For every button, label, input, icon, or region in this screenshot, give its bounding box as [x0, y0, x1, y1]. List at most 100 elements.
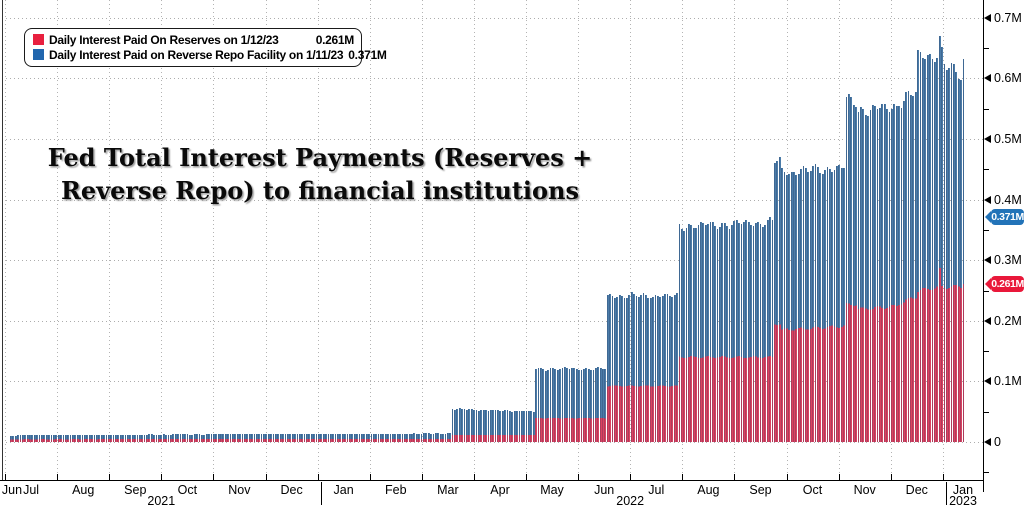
stacked-daily-bar: [726, 226, 729, 442]
x-axis-month-label: Dec: [905, 483, 928, 497]
v-gridline: [213, 0, 215, 480]
stacked-daily-bar: [902, 100, 905, 442]
stacked-daily-bar: [654, 295, 657, 442]
stacked-daily-bar: [392, 433, 394, 442]
stacked-daily-bar: [368, 433, 370, 442]
y-axis-line: [983, 0, 984, 492]
stacked-daily-bar: [910, 94, 912, 442]
stacked-daily-bar: [895, 105, 898, 442]
x-month-tick: [109, 474, 111, 481]
stacked-daily-bar: [198, 434, 201, 442]
stacked-daily-bar: [692, 227, 695, 442]
stacked-daily-bar: [212, 434, 215, 442]
stacked-daily-bar: [888, 112, 891, 442]
stacked-daily-bar: [351, 433, 354, 442]
stacked-daily-bar: [365, 433, 368, 442]
stacked-daily-bar: [580, 370, 583, 442]
stacked-daily-bar: [21, 435, 24, 442]
stacked-daily-bar: [898, 106, 900, 442]
stacked-daily-bar: [762, 227, 764, 442]
stacked-daily-bar: [258, 434, 261, 442]
stacked-daily-bar: [640, 294, 643, 442]
stacked-daily-bar: [673, 294, 676, 442]
stacked-daily-bar: [201, 434, 203, 442]
y-minor-tick: [983, 108, 989, 110]
y-major-tick-arrow-icon: [984, 195, 991, 204]
stacked-daily-bar: [169, 434, 172, 442]
stacked-daily-bar: [614, 297, 616, 442]
stacked-daily-bar: [329, 433, 332, 442]
stacked-daily-bar: [697, 225, 700, 442]
stacked-daily-bar: [466, 409, 468, 442]
stacked-daily-bar: [98, 434, 101, 442]
stacked-daily-bar: [301, 434, 304, 442]
stacked-daily-bar: [508, 411, 511, 442]
stacked-daily-bar: [513, 411, 516, 442]
stacked-daily-bar: [649, 298, 652, 442]
stacked-daily-bar: [239, 434, 241, 442]
stacked-daily-bar: [802, 166, 805, 442]
stacked-daily-bar: [370, 433, 373, 442]
stacked-daily-bar: [79, 434, 82, 442]
v-gridline: [161, 0, 163, 480]
v-gridline: [317, 0, 319, 480]
stacked-daily-bar: [504, 410, 506, 442]
stacked-daily-bar: [88, 434, 91, 442]
stacked-daily-bar: [769, 217, 772, 442]
stacked-daily-bar: [764, 224, 767, 442]
stacked-daily-bar: [64, 435, 67, 442]
stacked-daily-bar: [298, 433, 301, 442]
stacked-daily-bar: [699, 222, 702, 442]
stacked-daily-bar: [676, 292, 678, 442]
y-minor-tick: [983, 472, 989, 474]
stacked-daily-bar: [876, 108, 879, 442]
stacked-daily-bar: [828, 169, 831, 442]
stacked-daily-bar: [955, 72, 958, 442]
stacked-daily-bar: [339, 434, 342, 442]
stacked-daily-bar: [926, 55, 929, 442]
y-axis-tick-label: 0.7M: [994, 10, 1022, 25]
stacked-daily-bar: [396, 433, 399, 442]
stacked-daily-bar: [774, 162, 776, 442]
v-gridline: [57, 0, 59, 480]
stacked-daily-bar: [150, 434, 153, 442]
y-major-tick-arrow-icon: [984, 438, 991, 446]
stacked-daily-bar: [184, 434, 187, 442]
stacked-daily-bar: [814, 163, 817, 442]
stacked-daily-bar: [499, 410, 502, 442]
stacked-daily-bar: [785, 175, 788, 442]
stacked-daily-bar: [566, 368, 569, 442]
stacked-daily-bar: [208, 434, 210, 442]
stacked-daily-bar: [688, 224, 690, 442]
stacked-daily-bar: [19, 435, 22, 442]
v-gridline: [265, 0, 267, 480]
stacked-daily-bar: [642, 293, 645, 442]
stacked-daily-bar: [432, 433, 435, 442]
stacked-daily-bar: [303, 434, 306, 442]
stacked-daily-bar: [267, 434, 270, 442]
stacked-daily-bar: [795, 174, 798, 442]
stacked-daily-bar: [14, 435, 17, 442]
stacked-daily-bar: [848, 93, 850, 442]
stacked-daily-bar: [900, 107, 903, 442]
stacked-daily-bar: [439, 433, 442, 442]
stacked-daily-bar: [742, 222, 745, 442]
stacked-daily-bar: [575, 368, 578, 442]
stacked-daily-bar: [232, 434, 234, 442]
stacked-daily-bar: [265, 434, 268, 442]
stacked-daily-bar: [855, 107, 857, 442]
year-separator: [320, 482, 322, 505]
x-month-tick: [161, 474, 163, 481]
stacked-daily-bar: [721, 222, 724, 442]
stacked-daily-bar: [284, 434, 287, 442]
stacked-daily-bar: [86, 434, 89, 442]
chart-title: Fed Total Interest Payments (Reserves + …: [10, 141, 630, 207]
stacked-daily-bar: [590, 370, 592, 442]
stacked-daily-bar: [661, 296, 664, 442]
stacked-daily-bar: [625, 297, 628, 442]
stacked-daily-bar: [162, 434, 165, 442]
stacked-daily-bar: [559, 369, 561, 442]
legend-label-reverse-repo: Daily Interest Paid on Reverse Repo Faci…: [49, 47, 344, 62]
stacked-daily-bar: [236, 434, 239, 442]
stacked-daily-bar: [279, 434, 282, 442]
